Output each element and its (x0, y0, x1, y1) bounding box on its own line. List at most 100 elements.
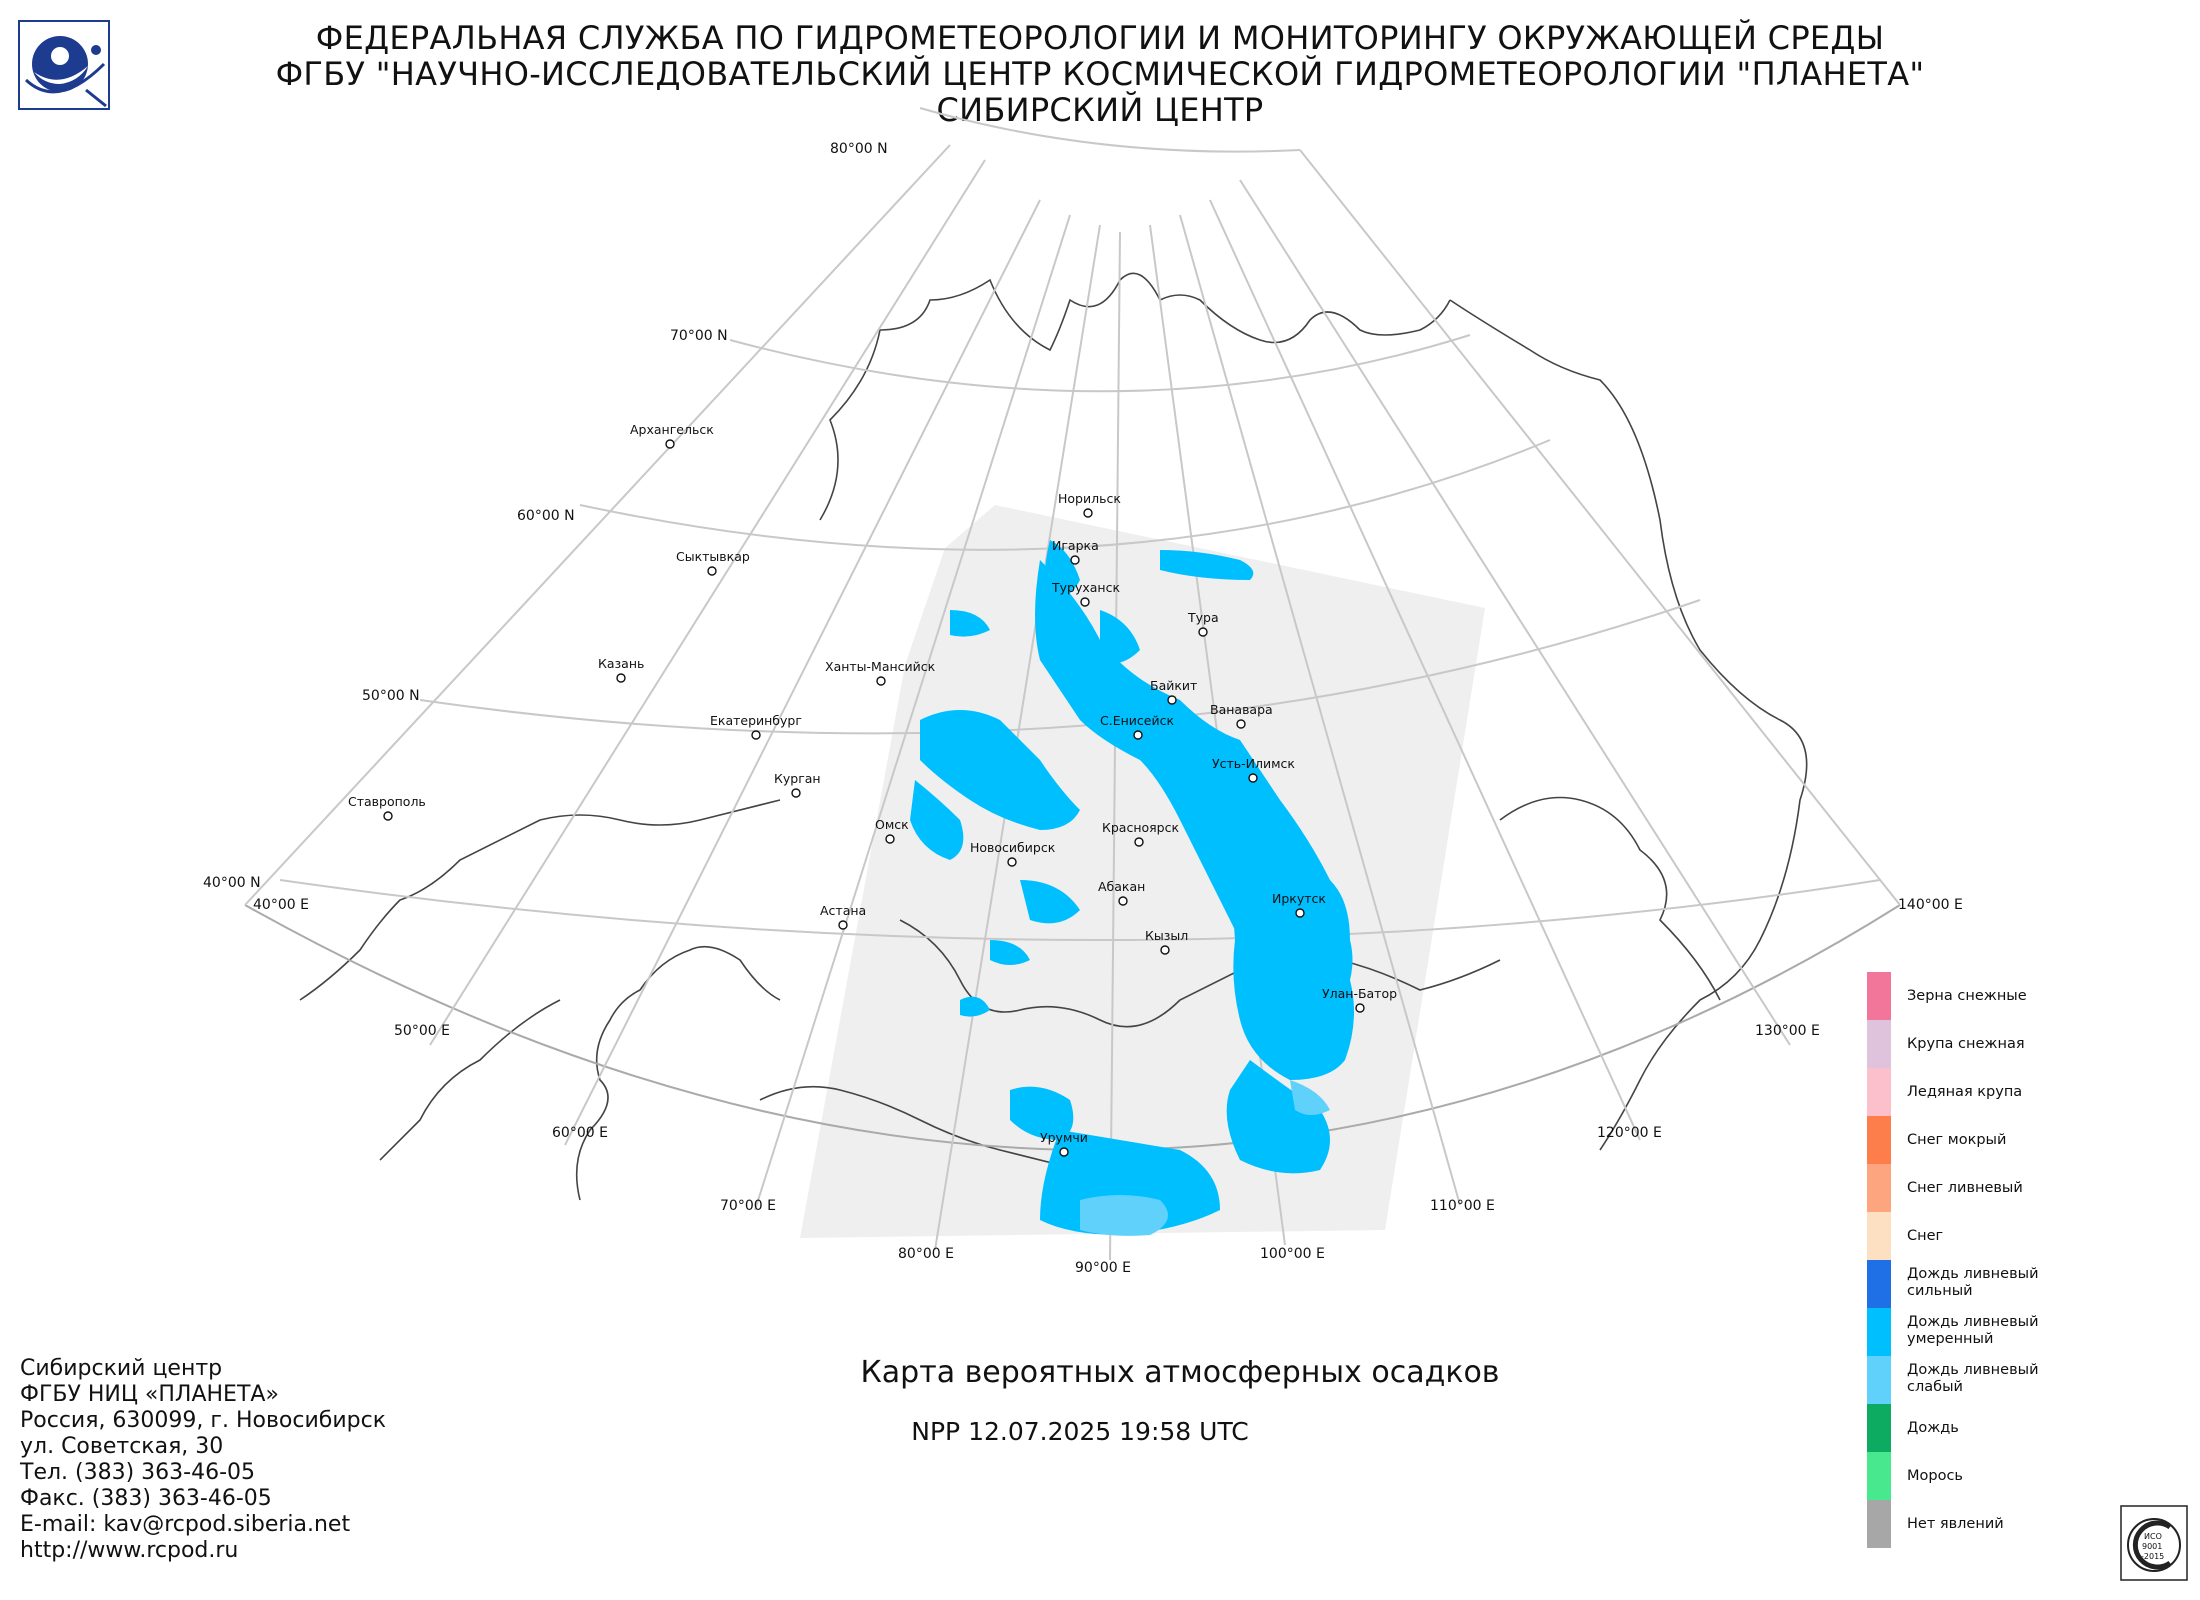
legend-swatch (1867, 1500, 1891, 1548)
legend-swatch (1867, 1116, 1891, 1164)
lat-label: 60°00 N (517, 508, 575, 524)
lat-label: 50°00 N (362, 688, 420, 704)
lon-label: 120°00 E (1597, 1125, 1662, 1141)
legend-label: Снег (1907, 1228, 1944, 1244)
svg-text:Новосибирск: Новосибирск (970, 840, 1056, 855)
legend-item: Крупа снежная (1867, 1020, 2187, 1068)
contact-block: Сибирский центр ФГБУ НИЦ «ПЛАНЕТА» Росси… (20, 1356, 386, 1564)
svg-text:Екатеринбург: Екатеринбург (710, 713, 802, 728)
header: ФЕДЕРАЛЬНАЯ СЛУЖБА ПО ГИДРОМЕТЕОРОЛОГИИ … (140, 20, 2060, 128)
svg-text:Ванавара: Ванавара (1210, 702, 1273, 717)
legend-label: Дождь ливневый сильный (1907, 1266, 2039, 1299)
city-ulan-bator: Улан-Батор (1322, 986, 1397, 1013)
svg-text:Ханты-Мансийск: Ханты-Мансийск (825, 659, 936, 674)
contact-line: ФГБУ НИЦ «ПЛАНЕТА» (20, 1382, 279, 1407)
city-s-yeniseysk: С.Енисейск (1100, 713, 1174, 740)
city-omsk: Омск (875, 817, 909, 844)
city-yekaterinburg: Екатеринбург (710, 713, 802, 740)
contact-line: Россия, 630099, г. Новосибирск (20, 1408, 386, 1433)
lon-label: 40°00 E (253, 897, 309, 913)
city-ust-ilimsk: Усть-Илимск (1212, 756, 1295, 783)
legend-label: Дождь (1907, 1420, 1959, 1436)
contact-email[interactable]: E-mail: kav@rcpod.siberia.net (20, 1512, 351, 1537)
svg-text:Курган: Курган (774, 771, 821, 786)
svg-text:Омск: Омск (875, 817, 909, 832)
city-novosibirsk: Новосибирск (970, 840, 1056, 867)
city-abakan: Абакан (1098, 879, 1145, 906)
city-baykit: Байкит (1150, 678, 1197, 705)
planeta-logo (18, 20, 110, 110)
legend-swatch (1867, 1356, 1891, 1404)
svg-text:С.Енисейск: С.Енисейск (1100, 713, 1174, 728)
legend-label: Снег ливневый (1907, 1180, 2023, 1196)
city-syktyvkar: Сыктывкар (676, 549, 750, 576)
header-line-3: СИБИРСКИЙ ЦЕНТР (936, 91, 1264, 129)
svg-text:Тура: Тура (1187, 610, 1219, 625)
lat-label: 40°00 N (203, 875, 261, 891)
svg-text:Казань: Казань (598, 656, 644, 671)
precipitation-areas (910, 540, 1354, 1235)
legend-item: Дождь ливневый сильный (1867, 1260, 2187, 1308)
svg-text:Игарка: Игарка (1052, 538, 1099, 553)
lon-label: 50°00 E (394, 1023, 450, 1039)
city-turukhansk: Туруханск (1051, 580, 1120, 607)
city-norilsk: Норильск (1058, 491, 1121, 518)
svg-text:Урумчи: Урумчи (1040, 1130, 1088, 1145)
contact-line: Сибирский центр (20, 1356, 223, 1381)
city-kurgan: Курган (774, 771, 821, 798)
satellite-swath (800, 505, 1485, 1238)
svg-text:Норильск: Норильск (1058, 491, 1121, 506)
svg-text:Кызыл: Кызыл (1145, 928, 1188, 943)
city-arkhangelsk: Архангельск (630, 422, 714, 449)
map-title: Карта вероятных атмосферных осадков (860, 1355, 1500, 1390)
legend-swatch (1867, 1164, 1891, 1212)
svg-text:Туруханск: Туруханск (1051, 580, 1120, 595)
legend-label: Снег мокрый (1907, 1132, 2007, 1148)
legend-label: Крупа снежная (1907, 1036, 2025, 1052)
cities: Норильск Игарка Туруханск Тура Архангель… (348, 422, 1397, 1157)
city-kyzyl: Кызыл (1145, 928, 1188, 955)
lon-label: 110°00 E (1430, 1198, 1495, 1214)
svg-text:Абакан: Абакан (1098, 879, 1145, 894)
legend-item: Дождь (1867, 1404, 2187, 1452)
legend-item: Снег мокрый (1867, 1116, 2187, 1164)
lon-label: 70°00 E (720, 1198, 776, 1214)
city-irkutsk: Иркутск (1272, 891, 1326, 918)
lat-label: 70°00 N (670, 328, 728, 344)
svg-text:Архангельск: Архангельск (630, 422, 714, 437)
legend-swatch (1867, 1068, 1891, 1116)
contact-website[interactable]: http://www.rcpod.ru (20, 1538, 239, 1563)
legend-label: Дождь ливневый умеренный (1907, 1314, 2039, 1347)
city-kazan: Казань (598, 656, 644, 683)
lon-label: 90°00 E (1075, 1260, 1131, 1276)
legend-label: Дождь ливневый слабый (1907, 1362, 2039, 1395)
svg-text:Улан-Батор: Улан-Батор (1322, 986, 1397, 1001)
city-khanty-mansiysk: Ханты-Мансийск (825, 659, 936, 686)
svg-text:Сыктывкар: Сыктывкар (676, 549, 750, 564)
legend-swatch (1867, 972, 1891, 1020)
lon-label: 80°00 E (898, 1246, 954, 1262)
legend-swatch (1867, 1404, 1891, 1452)
legend-swatch (1867, 1452, 1891, 1500)
lon-label: 100°00 E (1260, 1246, 1325, 1262)
city-igarka: Игарка (1052, 538, 1099, 565)
legend-swatch (1867, 1260, 1891, 1308)
iso-line: ИСО (2144, 1532, 2162, 1541)
legend-item: Дождь ливневый умеренный (1867, 1308, 2187, 1356)
svg-text:Иркутск: Иркутск (1272, 891, 1326, 906)
svg-text:Байкит: Байкит (1150, 678, 1197, 693)
lon-label: 130°00 E (1755, 1023, 1820, 1039)
lon-label: 60°00 E (552, 1125, 608, 1141)
legend-item: Нет явлений (1867, 1500, 2187, 1548)
iso-line: -2015 (2141, 1552, 2164, 1561)
legend-swatch (1867, 1308, 1891, 1356)
svg-text:Ставрополь: Ставрополь (348, 794, 426, 809)
lat-label: 80°00 N (830, 141, 888, 157)
legend-item: Зерна снежные (1867, 972, 2187, 1020)
coordinate-labels: 80°00 N 70°00 N 60°00 N 50°00 N 40°00 N … (203, 141, 1963, 1276)
legend-item: Снег (1867, 1212, 2187, 1260)
svg-text:Усть-Илимск: Усть-Илимск (1212, 756, 1295, 771)
contact-line: Тел. (383) 363-46-05 (20, 1460, 256, 1485)
legend-swatch (1867, 1212, 1891, 1260)
